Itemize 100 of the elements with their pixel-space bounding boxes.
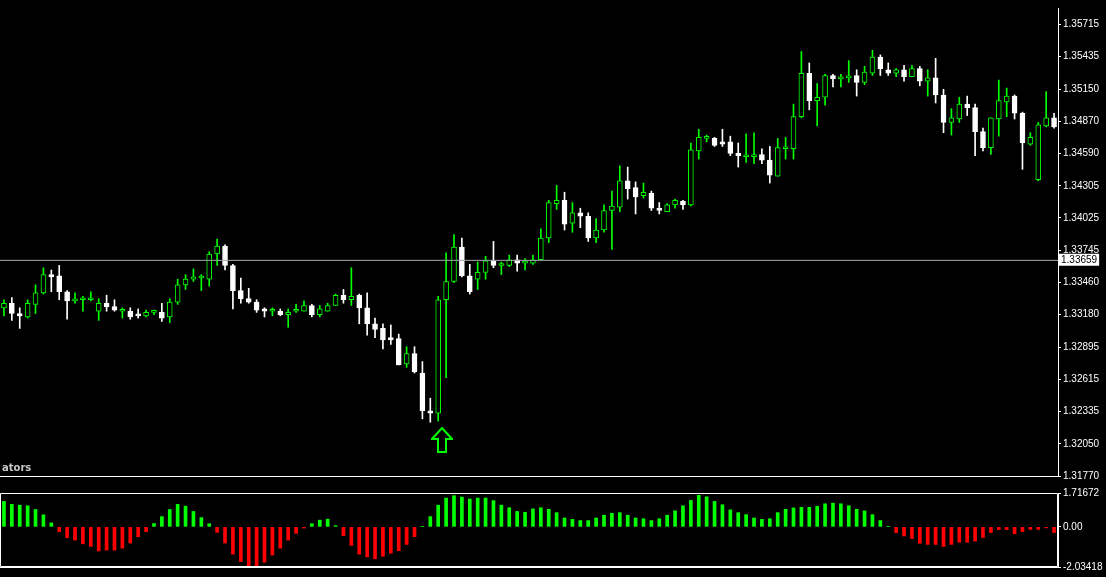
y-tick-label: 0.00 <box>1063 520 1083 532</box>
candlestick <box>1043 91 1049 128</box>
bar <box>215 527 219 533</box>
bar <box>167 509 172 527</box>
bar <box>515 511 519 527</box>
bar <box>910 527 914 539</box>
bar <box>17 504 22 527</box>
bar <box>460 496 464 527</box>
bar <box>436 504 441 527</box>
bar <box>1004 527 1009 530</box>
bar <box>365 527 369 558</box>
bar <box>65 527 69 539</box>
bar <box>396 527 401 552</box>
bar <box>657 518 662 527</box>
bar <box>736 512 741 527</box>
y-tick-label: 1.33180 <box>1063 308 1100 320</box>
bar <box>918 527 922 544</box>
bar <box>452 495 456 527</box>
bar <box>894 527 898 533</box>
y-tick-label: -2.03418 <box>1063 560 1103 572</box>
bar <box>602 514 606 527</box>
bar <box>973 527 977 542</box>
bar <box>231 527 235 555</box>
bar <box>73 527 77 541</box>
bar <box>665 514 669 527</box>
candlestick <box>16 307 23 329</box>
candlestick <box>577 207 584 229</box>
y-tick-label: 1.34590 <box>1063 147 1100 159</box>
bar <box>310 523 314 527</box>
bar <box>152 523 156 527</box>
bar <box>925 527 930 545</box>
y-tick-label: 1.32895 <box>1063 341 1100 353</box>
candlestick <box>388 324 394 345</box>
bar <box>1028 527 1033 530</box>
bar <box>981 527 985 538</box>
y-tick-label: 1.33745 <box>1063 243 1100 255</box>
bar <box>744 514 748 527</box>
candlestick <box>924 69 931 97</box>
candlestick <box>427 397 434 423</box>
y-tick-label: 1.35435 <box>1063 50 1100 62</box>
bar <box>767 518 772 527</box>
y-tick-label: 1.35150 <box>1063 82 1100 94</box>
bar <box>144 527 148 532</box>
y-tick-label: 1.32050 <box>1063 437 1100 449</box>
candlestick <box>285 308 292 328</box>
candlestick <box>743 133 749 163</box>
bar <box>88 527 93 547</box>
bar <box>381 527 385 557</box>
bar <box>81 527 85 545</box>
bar <box>610 512 614 527</box>
candlestick <box>609 190 615 250</box>
bar <box>278 527 283 549</box>
bar <box>160 516 164 527</box>
bar <box>373 527 377 560</box>
bar <box>389 527 393 554</box>
candlestick <box>845 60 852 83</box>
candlestick <box>1003 87 1010 118</box>
bar <box>57 527 62 532</box>
y-tick-label: 1.32615 <box>1063 373 1100 385</box>
bar <box>49 522 54 527</box>
bar <box>989 527 993 533</box>
y-tick-label: 1.35715 <box>1063 18 1100 30</box>
bar <box>641 518 646 527</box>
candlestick <box>735 142 742 168</box>
bar <box>317 519 322 527</box>
y-tick-label: 1.71672 <box>1063 486 1100 498</box>
bar <box>625 514 630 527</box>
y-tick-label: 1.34870 <box>1063 115 1100 127</box>
bar <box>546 508 551 527</box>
bar <box>238 527 243 562</box>
bar <box>965 527 970 543</box>
candlestick <box>656 202 663 215</box>
bar <box>957 527 962 543</box>
bar <box>839 503 843 527</box>
bar <box>752 517 756 527</box>
bar <box>902 527 906 537</box>
bar <box>136 527 140 538</box>
bar <box>681 505 685 527</box>
bar <box>594 517 598 527</box>
bar <box>128 527 133 544</box>
bar <box>539 507 543 527</box>
bar <box>586 520 591 527</box>
bar <box>1036 527 1041 530</box>
bar <box>294 527 298 534</box>
bar <box>207 523 212 527</box>
bar <box>286 527 291 541</box>
y-tick-label: 1.33460 <box>1063 276 1100 288</box>
candlestick <box>80 296 86 312</box>
y-tick-label: 1.32335 <box>1063 405 1100 417</box>
candlestick <box>443 252 449 378</box>
y-tick-label: 1.34025 <box>1063 211 1100 223</box>
annotation: ators <box>2 462 32 473</box>
bar <box>96 527 101 552</box>
bar <box>444 497 448 527</box>
candlestick <box>964 95 971 116</box>
bar <box>507 507 512 527</box>
bar <box>760 519 764 527</box>
bar <box>846 505 851 527</box>
bar <box>815 506 820 527</box>
candlestick <box>751 132 757 164</box>
